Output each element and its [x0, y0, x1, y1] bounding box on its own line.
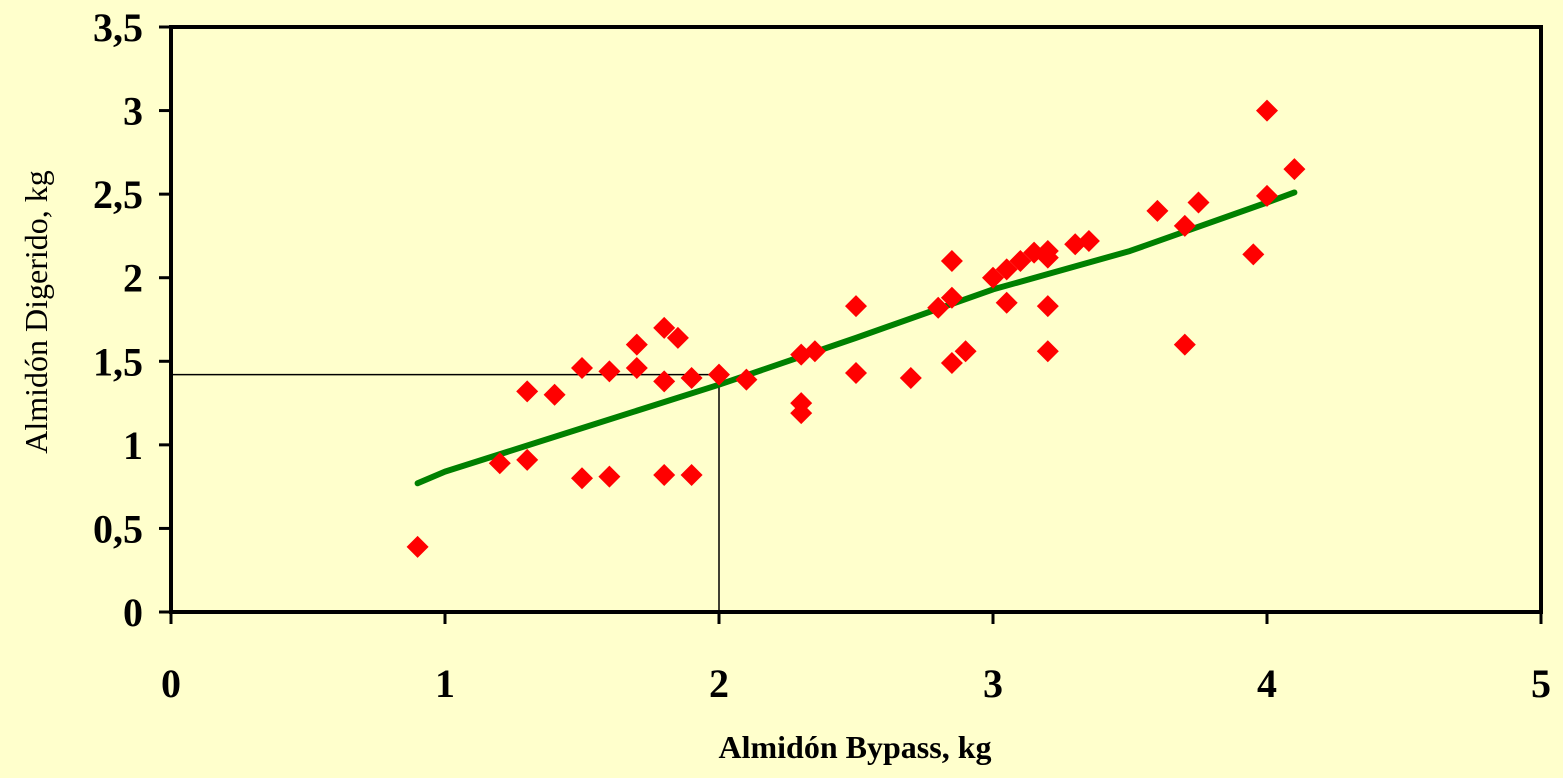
data-point: [995, 291, 1018, 314]
trend-line: [414, 189, 1298, 487]
data-point: [1173, 214, 1196, 237]
y-axis-title: Almidón Digerido, kg: [18, 170, 54, 454]
data-point: [845, 295, 867, 318]
data-point: [803, 340, 826, 363]
data-point: [1036, 295, 1059, 318]
data-point: [1283, 158, 1306, 181]
data-point: [1173, 333, 1196, 356]
data-point: [1077, 229, 1100, 252]
x-tick-label: 1: [435, 661, 455, 706]
data-point: [899, 367, 922, 389]
data-point: [406, 535, 429, 558]
y-tick-label: 0: [123, 590, 143, 635]
data-point: [653, 316, 676, 339]
data-point: [995, 258, 1018, 281]
reference-lines: [171, 373, 720, 612]
y-tick-label: 2: [123, 256, 143, 301]
x-axis-title: Almidón Bypass, kg: [719, 729, 992, 765]
data-point: [845, 361, 867, 384]
data-point: [1036, 340, 1059, 363]
data-point: [954, 340, 977, 363]
x-tick-label: 4: [1257, 661, 1277, 706]
y-tick-label: 1: [123, 423, 143, 468]
data-points-layer: [406, 99, 1306, 558]
x-tick-label: 0: [161, 661, 181, 706]
y-tick-label: 0,5: [93, 506, 143, 551]
y-tick-label: 1,5: [93, 339, 143, 384]
axes-layer: [169, 25, 1543, 614]
x-tick-label: 2: [709, 661, 729, 706]
data-point: [666, 326, 689, 349]
data-point: [653, 370, 676, 393]
data-point: [598, 360, 621, 383]
data-point: [571, 467, 593, 490]
data-point: [1256, 99, 1278, 122]
data-point: [735, 368, 758, 391]
tick-labels-layer: 0 1 2 3 4 5 0 0,5 1 1,5 2 2,5 3 3,5: [93, 5, 1551, 706]
data-point: [653, 463, 676, 486]
y-tick-label: 2,5: [93, 172, 143, 217]
data-point: [680, 463, 703, 486]
data-point: [940, 286, 963, 309]
data-point: [1146, 199, 1169, 222]
data-point: [940, 250, 963, 272]
data-point: [927, 296, 950, 319]
y-tick-label: 3,5: [93, 5, 143, 50]
data-point: [680, 367, 703, 389]
y-tick-label: 3: [123, 89, 143, 134]
data-point: [571, 356, 593, 379]
trend-line-layer: [414, 189, 1298, 487]
data-point: [790, 402, 813, 425]
data-point: [1187, 191, 1210, 214]
data-point: [1009, 250, 1032, 272]
data-point: [708, 363, 730, 386]
data-point: [488, 452, 511, 475]
data-point: [1256, 184, 1278, 207]
x-tick-label: 3: [983, 661, 1003, 706]
data-point: [982, 266, 1004, 289]
data-point: [625, 356, 648, 379]
data-point: [625, 333, 648, 356]
data-point: [940, 351, 963, 374]
data-point: [543, 383, 566, 406]
data-point: [1036, 246, 1059, 269]
data-point: [1242, 243, 1265, 266]
data-point: [516, 448, 539, 471]
data-point: [598, 465, 621, 488]
plot-frame: [169, 25, 1543, 614]
x-tick-label: 5: [1531, 661, 1551, 706]
data-point: [516, 380, 539, 403]
